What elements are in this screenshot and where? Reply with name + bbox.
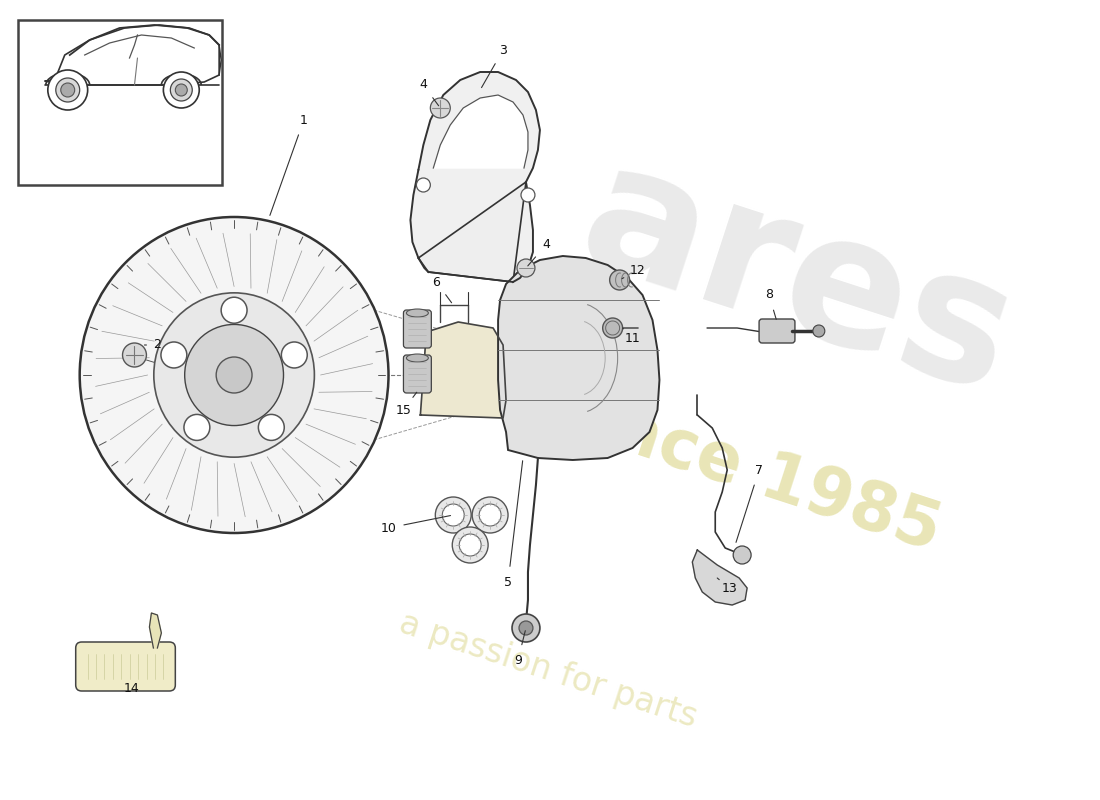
Ellipse shape	[442, 504, 464, 526]
Circle shape	[517, 259, 535, 277]
Circle shape	[813, 325, 825, 337]
Polygon shape	[150, 613, 162, 648]
Text: 8: 8	[764, 289, 773, 302]
Circle shape	[60, 83, 75, 97]
Bar	[18, 20, 222, 185]
Circle shape	[512, 614, 540, 642]
Ellipse shape	[480, 504, 502, 526]
Text: 5: 5	[504, 575, 512, 589]
Circle shape	[161, 342, 187, 368]
Text: since 1985: since 1985	[544, 376, 949, 564]
FancyBboxPatch shape	[404, 310, 431, 348]
Text: 14: 14	[123, 682, 140, 694]
Ellipse shape	[459, 534, 481, 556]
FancyBboxPatch shape	[76, 642, 175, 691]
Ellipse shape	[170, 79, 192, 101]
Circle shape	[217, 357, 252, 393]
Text: 3: 3	[499, 43, 507, 57]
FancyBboxPatch shape	[404, 355, 431, 393]
Circle shape	[734, 546, 751, 564]
Ellipse shape	[406, 309, 428, 317]
Ellipse shape	[436, 497, 471, 533]
Circle shape	[521, 188, 535, 202]
Text: 6: 6	[432, 275, 440, 289]
Text: 7: 7	[755, 463, 763, 477]
Polygon shape	[420, 322, 506, 418]
Polygon shape	[692, 550, 747, 605]
Text: 13: 13	[722, 582, 737, 594]
Text: 9: 9	[514, 654, 521, 666]
Text: ares: ares	[560, 128, 1034, 432]
Text: a passion for parts: a passion for parts	[395, 606, 701, 734]
Circle shape	[221, 298, 248, 323]
Circle shape	[122, 343, 146, 367]
Polygon shape	[410, 72, 540, 282]
Text: 4: 4	[542, 238, 550, 251]
Ellipse shape	[185, 325, 284, 426]
FancyBboxPatch shape	[759, 319, 795, 343]
Circle shape	[609, 270, 629, 290]
Polygon shape	[418, 182, 526, 282]
Circle shape	[258, 414, 284, 441]
Text: 12: 12	[629, 263, 646, 277]
Ellipse shape	[472, 497, 508, 533]
Text: 2: 2	[154, 338, 162, 351]
Circle shape	[175, 84, 187, 96]
Text: 4: 4	[419, 78, 427, 91]
Ellipse shape	[164, 72, 199, 108]
Ellipse shape	[154, 293, 315, 457]
Polygon shape	[433, 95, 528, 168]
Ellipse shape	[56, 78, 79, 102]
Circle shape	[417, 178, 430, 192]
Text: 1: 1	[300, 114, 308, 126]
Circle shape	[430, 98, 450, 118]
Text: 10: 10	[381, 522, 396, 534]
Polygon shape	[498, 256, 660, 460]
Text: 11: 11	[625, 331, 640, 345]
Text: 15: 15	[396, 403, 411, 417]
Ellipse shape	[79, 217, 388, 533]
Ellipse shape	[452, 527, 488, 563]
Ellipse shape	[47, 70, 88, 110]
Circle shape	[282, 342, 307, 368]
Circle shape	[603, 318, 623, 338]
Circle shape	[184, 414, 210, 441]
Circle shape	[519, 621, 532, 635]
Ellipse shape	[406, 354, 428, 362]
